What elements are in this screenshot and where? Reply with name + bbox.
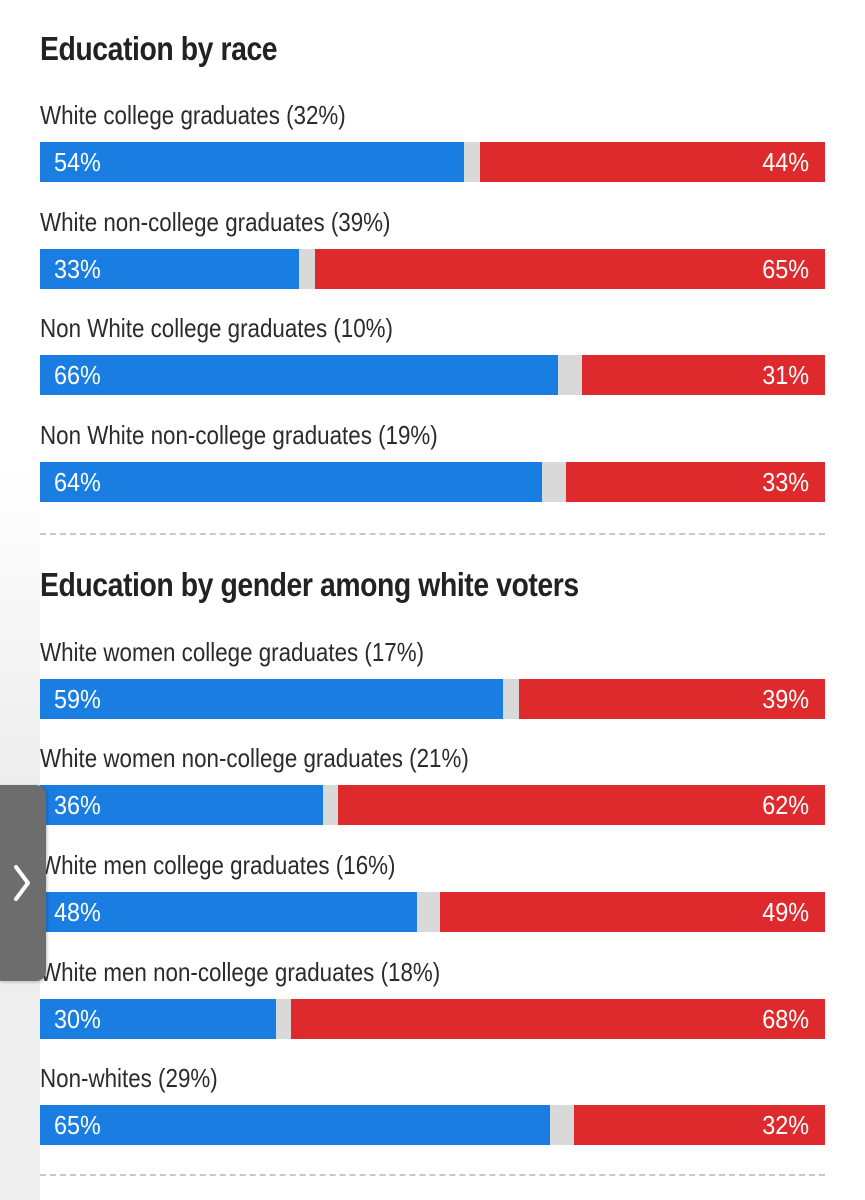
stacked-bar: 66% 31% <box>40 355 825 395</box>
bar-segment-democrat <box>40 892 417 932</box>
value-label-republican: 44% <box>762 147 809 177</box>
value-label-democrat: 33% <box>54 254 101 284</box>
bar-segment-democrat <box>40 142 464 182</box>
side-panel-tab[interactable] <box>0 785 46 981</box>
value-label-democrat: 66% <box>54 360 101 390</box>
section-divider <box>40 533 825 535</box>
value-label-republican: 31% <box>762 360 809 390</box>
row-label: White men non-college graduates (18%) <box>40 957 441 987</box>
bar-row: White non-college graduates (39%) 33% 65… <box>40 207 825 295</box>
value-label-democrat: 54% <box>54 147 101 177</box>
value-label-democrat: 48% <box>54 897 101 927</box>
stacked-bar: 36% 62% <box>40 785 825 825</box>
row-label: Non-whites (29%) <box>40 1063 218 1093</box>
value-label-republican: 62% <box>762 790 809 820</box>
value-label-democrat: 65% <box>54 1110 101 1140</box>
value-label-democrat: 36% <box>54 790 101 820</box>
bar-row: Non White college graduates (10%) 66% 31… <box>40 313 825 401</box>
value-label-democrat: 64% <box>54 467 101 497</box>
bar-row: Non-whites (29%) 65% 32% <box>40 1063 825 1151</box>
section-divider <box>40 1174 825 1176</box>
row-label: White college graduates (32%) <box>40 100 346 130</box>
bar-segment-republican <box>581 355 825 395</box>
stacked-bar: 54% 44% <box>40 142 825 182</box>
stacked-bar: 33% 65% <box>40 249 825 289</box>
value-label-republican: 33% <box>762 467 809 497</box>
bar-segment-democrat <box>40 999 276 1039</box>
bar-segment-democrat <box>40 679 504 719</box>
stacked-bar: 59% 39% <box>40 679 825 719</box>
bar-segment-democrat <box>40 462 543 502</box>
bar-segment-democrat <box>40 249 300 289</box>
row-label: White non-college graduates (39%) <box>40 207 391 237</box>
bar-segment-republican <box>573 1105 825 1145</box>
stacked-bar: 65% 32% <box>40 1105 825 1145</box>
chevron-right-icon <box>14 865 30 901</box>
value-label-republican: 65% <box>762 254 809 284</box>
value-label-democrat: 30% <box>54 1004 101 1034</box>
row-label: White women college graduates (17%) <box>40 637 425 667</box>
row-label: White women non-college graduates (21%) <box>40 743 469 773</box>
bar-row: White men non-college graduates (18%) 30… <box>40 957 825 1045</box>
bar-segment-democrat <box>40 1105 551 1145</box>
bar-segment-republican <box>479 142 825 182</box>
bar-row: White women college graduates (17%) 59% … <box>40 637 825 725</box>
bar-row: White college graduates (32%) 54% 44% <box>40 100 825 188</box>
value-label-republican: 68% <box>762 1004 809 1034</box>
bar-segment-republican <box>565 462 825 502</box>
bar-segment-democrat <box>40 785 323 825</box>
stacked-bar: 30% 68% <box>40 999 825 1039</box>
stacked-bar: 64% 33% <box>40 462 825 502</box>
stacked-bar: 48% 49% <box>40 892 825 932</box>
value-label-republican: 39% <box>762 684 809 714</box>
bar-segment-republican <box>440 892 825 932</box>
row-label: Non White non-college graduates (19%) <box>40 420 438 450</box>
bar-row: White men college graduates (16%) 48% 49… <box>40 850 825 938</box>
bar-segment-republican <box>314 249 825 289</box>
bar-segment-democrat <box>40 355 559 395</box>
row-label: White men college graduates (16%) <box>40 850 396 880</box>
bar-row: Non White non-college graduates (19%) 64… <box>40 420 825 508</box>
bar-row: White women non-college graduates (21%) … <box>40 743 825 831</box>
bar-segment-republican <box>518 679 825 719</box>
value-label-republican: 32% <box>762 1110 809 1140</box>
bar-segment-republican <box>338 785 825 825</box>
bar-segment-republican <box>291 999 825 1039</box>
section-title: Education by gender among white voters <box>40 566 579 603</box>
section-title: Education by race <box>40 30 278 67</box>
value-label-democrat: 59% <box>54 684 101 714</box>
value-label-republican: 49% <box>762 897 809 927</box>
row-label: Non White college graduates (10%) <box>40 313 393 343</box>
